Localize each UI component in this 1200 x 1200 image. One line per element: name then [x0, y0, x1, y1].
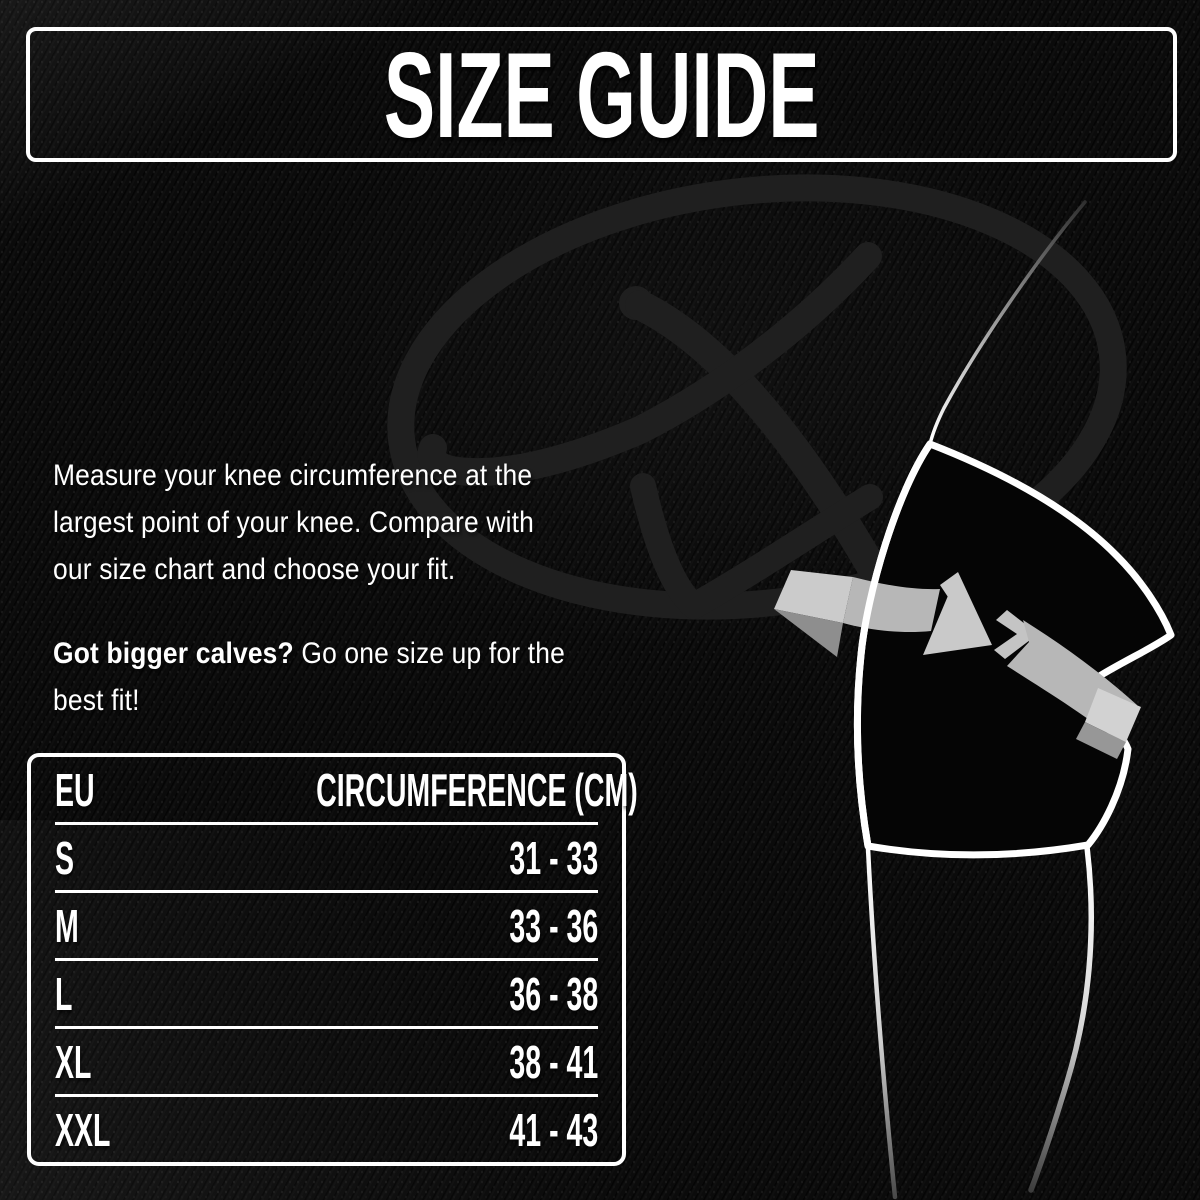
size-label: XXL [55, 1103, 111, 1156]
size-table: EU CIRCUMFERENCE (CM) S 31 - 33 M 33 - 3… [27, 753, 638, 1166]
table-row-xl: XL 38 - 41 [55, 1029, 598, 1097]
size-label: M [55, 899, 79, 952]
note-line: best fit! [53, 684, 140, 717]
size-range: 31 - 33 [509, 831, 598, 884]
note-line: Got bigger calves? Go one size up for th… [53, 630, 565, 677]
column-header-eu: EU [55, 763, 95, 816]
size-label: L [55, 967, 73, 1020]
instruction-line: Measure your knee circumference at the [53, 459, 533, 492]
size-range: 36 - 38 [509, 967, 598, 1020]
measure-instructions: Measure your knee circumference at the l… [53, 452, 600, 593]
bigger-calves-note: Got bigger calves? Go one size up for th… [53, 630, 635, 724]
arrow-chevron [994, 610, 1038, 659]
page-title: SIZE GUIDE [383, 26, 820, 163]
table-row-l: L 36 - 38 [55, 961, 598, 1029]
watermark-glyph-swoosh [630, 473, 883, 619]
table-row-xxl: XXL 41 - 43 [55, 1097, 598, 1162]
size-label: S [55, 831, 75, 884]
note-lead-bold: Got bigger calves? [53, 637, 294, 670]
title-box: SIZE GUIDE [26, 27, 1177, 162]
note-rest: Go one size up for the [293, 637, 565, 670]
size-range: 33 - 36 [509, 899, 598, 952]
column-header-circumference: CIRCUMFERENCE (CM) [316, 763, 638, 816]
table-row-m: M 33 - 36 [55, 893, 598, 961]
instruction-line: our size chart and choose your fit. [53, 553, 456, 586]
arrow-tail-top-face [774, 570, 853, 623]
size-range: 38 - 41 [509, 1035, 598, 1088]
arrow-end-under-face [1076, 722, 1126, 759]
circumference-arrow-back-icon [994, 610, 1141, 759]
instruction-line: largest point of your knee. Compare with [53, 506, 535, 539]
size-label: XL [55, 1035, 92, 1088]
size-table-header: EU CIRCUMFERENCE (CM) [55, 757, 638, 825]
watermark-glyph-stroke [417, 242, 882, 486]
arrow-head [923, 572, 992, 655]
size-range: 41 - 43 [509, 1103, 598, 1156]
calf-front-outline [865, 845, 898, 1200]
knee-measurement-diagram [774, 200, 1175, 1200]
arrow-tail-under-face [774, 609, 843, 657]
sleeve-front-edge [853, 440, 934, 850]
calf-back-outline [1028, 844, 1094, 1193]
table-row-s: S 31 - 33 [55, 825, 598, 893]
thigh-outline [928, 200, 1087, 446]
arrow-head-barb [940, 572, 958, 600]
arrow-end-top-face [1085, 688, 1141, 742]
